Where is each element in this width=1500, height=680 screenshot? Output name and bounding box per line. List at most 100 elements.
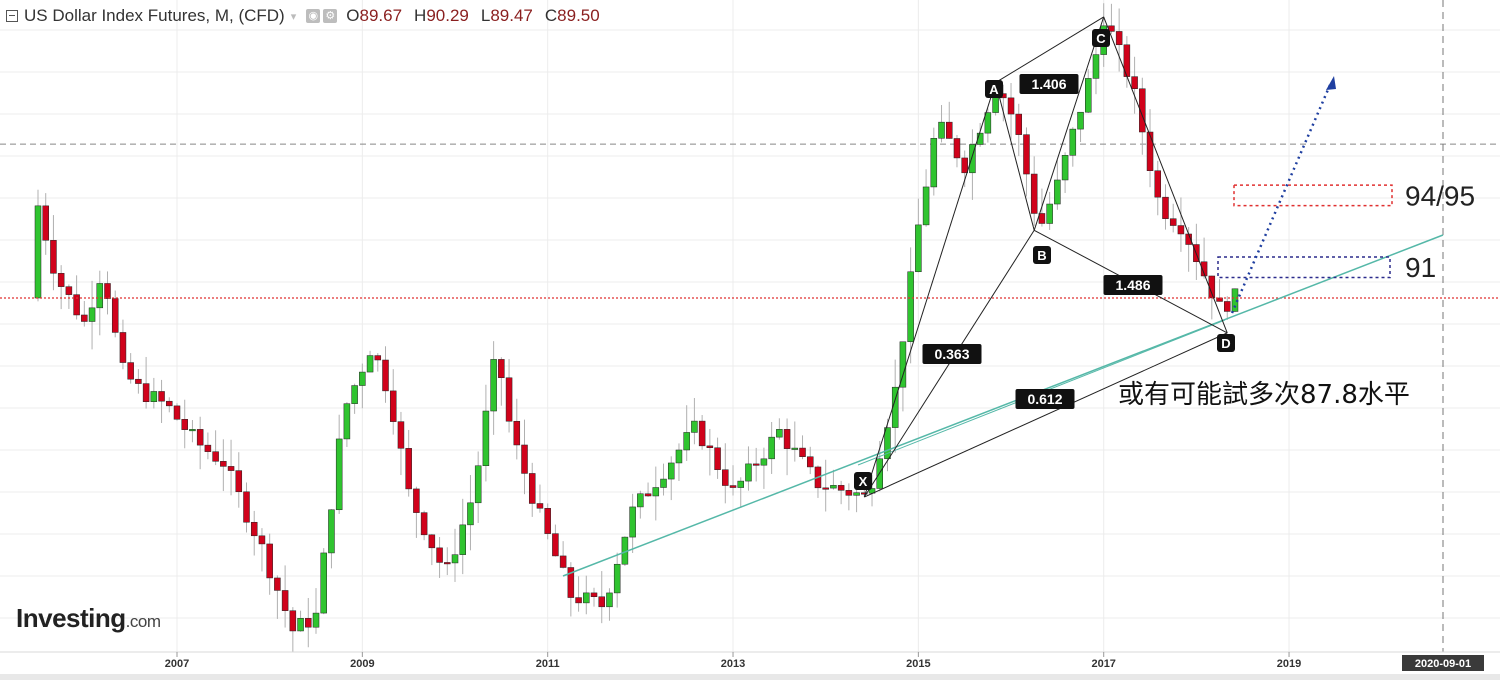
candle bbox=[235, 452, 243, 508]
candle bbox=[946, 101, 953, 139]
candle bbox=[42, 193, 49, 255]
candle bbox=[907, 247, 914, 364]
candle-body bbox=[389, 390, 397, 422]
candle-body bbox=[88, 307, 96, 322]
ohlc-low: L89.47 bbox=[480, 6, 533, 25]
candle bbox=[590, 587, 598, 607]
candle-body bbox=[822, 487, 829, 490]
candle bbox=[837, 480, 845, 505]
candle bbox=[1115, 8, 1123, 72]
candle bbox=[768, 421, 775, 474]
candle-body bbox=[451, 554, 459, 564]
candle bbox=[281, 565, 289, 628]
candle-body bbox=[212, 451, 219, 462]
candle-body bbox=[1007, 97, 1015, 115]
candle-body bbox=[289, 610, 297, 632]
candle bbox=[320, 548, 327, 615]
candle-body bbox=[575, 597, 582, 604]
candle bbox=[1162, 184, 1169, 230]
candle bbox=[528, 462, 536, 517]
point-label-x: X bbox=[854, 472, 872, 490]
candle bbox=[1046, 191, 1053, 230]
candle-body bbox=[938, 121, 945, 139]
candle-body bbox=[297, 618, 304, 632]
pattern-leg-ab bbox=[995, 82, 1035, 231]
candle-body bbox=[158, 391, 165, 402]
candle bbox=[420, 510, 428, 541]
candle-body bbox=[698, 420, 706, 447]
pattern-leg-cd bbox=[1103, 16, 1228, 334]
candle bbox=[575, 576, 582, 612]
point-label-text: D bbox=[1221, 336, 1230, 351]
candle bbox=[598, 571, 605, 624]
candle-body bbox=[335, 438, 343, 511]
candle-body bbox=[57, 273, 65, 287]
candle-body bbox=[976, 132, 984, 145]
ratio-label-0363-text: 0.363 bbox=[934, 346, 969, 362]
ratio-label-1406-bg bbox=[1019, 74, 1079, 94]
candle bbox=[444, 547, 451, 576]
investing-logo: Investing.com bbox=[16, 603, 161, 633]
candle bbox=[374, 353, 382, 372]
x-tick-label: 2013 bbox=[721, 658, 745, 670]
candle bbox=[984, 108, 992, 143]
collapse-icon[interactable] bbox=[6, 10, 18, 22]
candle bbox=[428, 533, 436, 566]
candle-body bbox=[915, 224, 922, 273]
candle-body bbox=[65, 286, 73, 295]
candle bbox=[366, 350, 374, 373]
x-tick-label: 2019 bbox=[1277, 658, 1301, 670]
candle bbox=[1007, 83, 1015, 140]
candle bbox=[220, 439, 227, 492]
candle-body bbox=[150, 391, 158, 402]
candle-body bbox=[351, 385, 358, 404]
eye-icon[interactable]: ◉ bbox=[306, 9, 321, 23]
ratio-label-1406-text: 1.406 bbox=[1031, 76, 1066, 92]
candle bbox=[482, 384, 490, 482]
candle bbox=[652, 466, 660, 521]
candle-body bbox=[745, 463, 752, 482]
candle-body bbox=[227, 466, 235, 471]
candle-body bbox=[567, 567, 575, 598]
target-91-label: 91 bbox=[1405, 252, 1436, 283]
candles bbox=[34, 3, 1239, 654]
candle-body bbox=[791, 447, 799, 450]
candle bbox=[212, 430, 219, 466]
candle-body bbox=[637, 493, 644, 508]
candle bbox=[351, 383, 358, 414]
candle-body bbox=[667, 462, 675, 480]
candle bbox=[745, 446, 752, 491]
candle bbox=[822, 459, 829, 512]
point-label-bg bbox=[1092, 29, 1110, 47]
candle bbox=[1023, 127, 1030, 197]
candle bbox=[104, 271, 111, 315]
candle bbox=[1061, 152, 1069, 194]
candle-body bbox=[1146, 131, 1154, 171]
candle-body bbox=[1231, 288, 1239, 312]
candle bbox=[474, 451, 482, 524]
candle bbox=[776, 418, 783, 440]
chevron-down-icon[interactable]: ▾ bbox=[290, 10, 297, 23]
ohlc-high: H90.29 bbox=[414, 6, 469, 25]
candle-body bbox=[1015, 113, 1023, 135]
candle bbox=[335, 414, 343, 514]
candle bbox=[189, 420, 196, 443]
ratio-label-0363: 0.363 bbox=[922, 344, 982, 364]
candle-body bbox=[127, 362, 134, 380]
candle-body bbox=[675, 449, 683, 464]
symbol-title[interactable]: US Dollar Index Futures, M, (CFD) bbox=[24, 6, 285, 25]
candle-body bbox=[1085, 78, 1092, 113]
candle bbox=[1216, 279, 1223, 302]
candle bbox=[1224, 296, 1231, 320]
candle bbox=[667, 456, 675, 501]
candle bbox=[698, 415, 706, 450]
candle bbox=[544, 503, 551, 540]
ohlc-open: O89.67 bbox=[346, 6, 403, 25]
candle-body bbox=[806, 456, 814, 468]
candle bbox=[328, 509, 335, 569]
candle-body bbox=[374, 355, 382, 361]
gear-icon[interactable]: ⚙ bbox=[323, 9, 338, 23]
candle-body bbox=[783, 429, 791, 449]
candle-body bbox=[590, 592, 598, 597]
